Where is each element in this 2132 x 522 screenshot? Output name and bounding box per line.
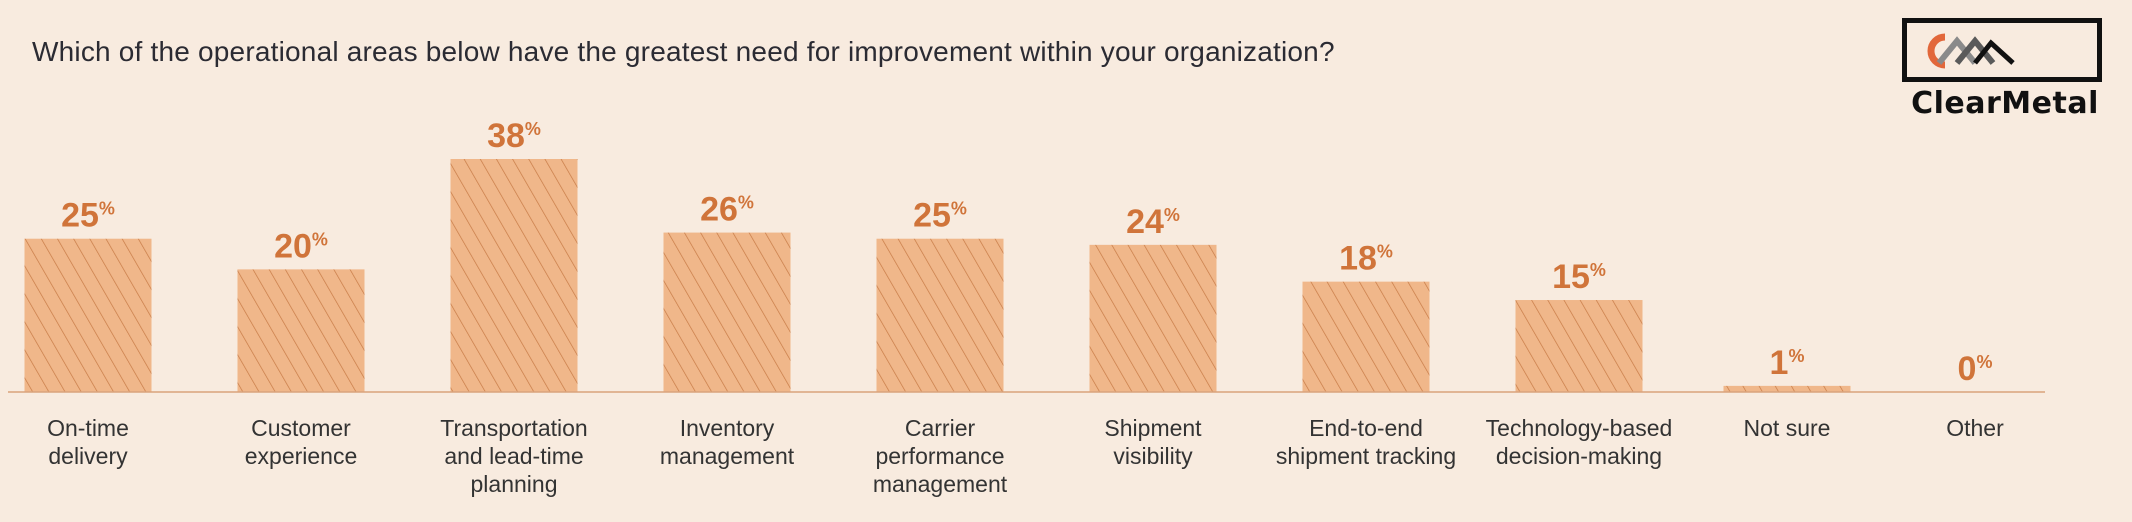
bar-value-label: 15% bbox=[1552, 258, 1606, 296]
category-label-line: performance bbox=[875, 443, 1004, 469]
category-label-line: visibility bbox=[1113, 443, 1193, 469]
bar-value-unit: % bbox=[1788, 346, 1804, 366]
category-label-line: Carrier bbox=[905, 415, 976, 441]
category-label-line: Transportation bbox=[440, 415, 587, 441]
bar-value-number: 26 bbox=[700, 191, 738, 229]
category-label: Other bbox=[1946, 415, 2004, 441]
bar-value-label: 25% bbox=[61, 197, 115, 235]
bar bbox=[1089, 244, 1217, 392]
category-label: Not sure bbox=[1744, 415, 1831, 441]
bar-value-label: 26% bbox=[700, 191, 754, 229]
clearmetal-logo: ClearMetal bbox=[1900, 16, 2110, 126]
bar-value-label: 38% bbox=[487, 117, 541, 155]
bar-value-unit: % bbox=[738, 193, 754, 213]
bar-value-label: 1% bbox=[1770, 344, 1805, 382]
bar-value-number: 15 bbox=[1552, 258, 1590, 296]
category-label-line: Other bbox=[1946, 415, 2004, 441]
category-label: Technology-based decision-making bbox=[1486, 415, 1673, 469]
bar-value-unit: % bbox=[1976, 352, 1992, 372]
bar-value-unit: % bbox=[1164, 205, 1180, 225]
bar-value-label: 25% bbox=[913, 197, 967, 235]
category-label-line: Inventory bbox=[680, 415, 775, 441]
category-label-line: planning bbox=[471, 471, 558, 497]
category-label-line: delivery bbox=[48, 443, 128, 469]
category-label-line: Customer bbox=[251, 415, 351, 441]
category-label: Inventory management bbox=[660, 415, 795, 469]
logo-frame bbox=[1902, 18, 2102, 82]
category-label: Customer experience bbox=[245, 415, 358, 469]
category-label: On-time delivery bbox=[47, 415, 129, 469]
bar-value-number: 20 bbox=[274, 227, 312, 265]
bar bbox=[1723, 385, 1851, 392]
bar-value-unit: % bbox=[1377, 242, 1393, 262]
category-label-line: and lead-time bbox=[444, 443, 583, 469]
category-label-line: management bbox=[660, 443, 795, 469]
bar-value-unit: % bbox=[525, 119, 541, 139]
category-label-line: experience bbox=[245, 443, 358, 469]
category-label-line: End-to-end bbox=[1309, 415, 1423, 441]
bar-value-label: 0% bbox=[1958, 350, 1993, 388]
logo-mark-icon bbox=[1927, 33, 2015, 69]
bar-value-unit: % bbox=[1590, 260, 1606, 280]
category-label: End-to-end shipment tracking bbox=[1276, 415, 1456, 469]
category-label-line: Not sure bbox=[1744, 415, 1831, 441]
bar-value-number: 38 bbox=[487, 117, 525, 155]
bar-value-label: 20% bbox=[274, 227, 328, 265]
bar-value-label: 24% bbox=[1126, 203, 1180, 241]
bar-value-number: 18 bbox=[1339, 240, 1377, 278]
bar-value-unit: % bbox=[951, 199, 967, 219]
bar-value-number: 25 bbox=[61, 197, 99, 235]
logo-wordmark: ClearMetal bbox=[1911, 86, 2099, 121]
bar-value-unit: % bbox=[99, 199, 115, 219]
category-label-line: management bbox=[873, 471, 1008, 497]
bar bbox=[237, 269, 365, 392]
category-label: Carrier performance management bbox=[873, 415, 1008, 497]
bar-value-number: 1 bbox=[1770, 344, 1789, 382]
bar bbox=[1302, 281, 1430, 392]
bar bbox=[1515, 300, 1643, 392]
bar-value-number: 0 bbox=[1958, 350, 1977, 388]
bar bbox=[663, 232, 791, 392]
bar bbox=[876, 238, 1004, 392]
category-label: Transportation and lead-time planning bbox=[440, 415, 587, 497]
chart-title: Which of the operational areas below hav… bbox=[32, 36, 1335, 67]
bar-value-number: 25 bbox=[913, 197, 951, 235]
category-label-line: Shipment bbox=[1104, 415, 1202, 441]
bar-value-unit: % bbox=[312, 229, 328, 249]
category-label: Shipment visibility bbox=[1104, 415, 1202, 469]
category-label-line: On-time bbox=[47, 415, 129, 441]
bar-value-label: 18% bbox=[1339, 240, 1393, 278]
bar bbox=[24, 238, 152, 392]
category-label-line: Technology-based bbox=[1486, 415, 1673, 441]
bar-value-number: 24 bbox=[1126, 203, 1164, 241]
bar bbox=[450, 159, 578, 392]
category-label-line: shipment tracking bbox=[1276, 443, 1456, 469]
category-label-line: decision-making bbox=[1496, 443, 1662, 469]
